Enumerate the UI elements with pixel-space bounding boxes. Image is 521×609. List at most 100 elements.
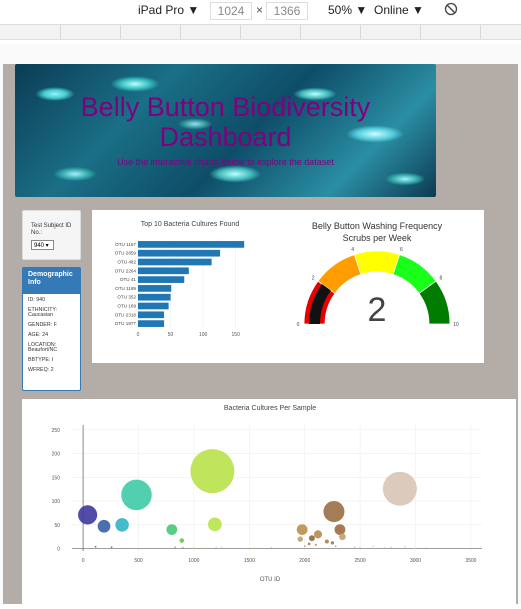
device-viewport: Belly Button Biodiversity Dashboard Use …: [0, 44, 521, 604]
subject-select-label: Test Subject ID No.:: [31, 223, 77, 237]
bubble-point: [314, 530, 322, 538]
bubble-point: [323, 501, 344, 522]
bubble-x-tick-label: 3500: [465, 558, 476, 564]
bubble-y-tick-label: 50: [54, 523, 60, 529]
gauge-tick-label: 6: [400, 247, 403, 253]
bubble-y-tick-label: 150: [52, 475, 61, 481]
bubble-point: [180, 538, 185, 543]
bar-category-label: OTU 2318: [115, 312, 137, 317]
bar-category-label: OTU 1167: [115, 242, 136, 247]
device-dropdown[interactable]: iPad Pro ▼: [138, 3, 199, 17]
demo-wfreq: WFREQ: 2: [28, 368, 75, 373]
bubble-point: [111, 546, 113, 548]
bar: [138, 311, 164, 318]
gauge-tick-label: 0: [297, 322, 300, 328]
bar: [138, 285, 171, 292]
bubble-chart[interactable]: Bacteria Cultures Per Sample OTU ID 0 50 1…: [22, 399, 516, 604]
header-banner: Belly Button Biodiversity Dashboard Use …: [15, 64, 436, 197]
title-line-2: Dashboard: [15, 122, 436, 152]
bar-x-tick-label: 100: [199, 332, 208, 338]
gauge-chart-card: Belly Button Washing Frequency Scrubs pe…: [280, 210, 484, 363]
demo-age: AGE: 24: [28, 333, 75, 338]
bar-chart-card: Top 10 Bacteria Cultures Found 0 50 100 150…: [92, 210, 280, 363]
bubble-point: [182, 547, 184, 549]
bubble-point: [384, 547, 386, 549]
bubble-point: [404, 546, 406, 548]
bubble-chart-title: Bacteria Cultures Per Sample: [224, 405, 316, 412]
bubble-point: [254, 547, 256, 549]
bubble-y-tick-label: 200: [52, 452, 61, 458]
bar: [138, 303, 169, 310]
width-input[interactable]: 1024: [210, 2, 252, 20]
gauge-tick-label: 2: [312, 276, 315, 282]
bubble-point: [304, 545, 306, 547]
bar-category-label: OTU 352: [117, 295, 136, 300]
network-dropdown[interactable]: Online ▼: [374, 3, 424, 17]
bubble-point: [339, 533, 346, 540]
bubble-x-tick-label: 1500: [244, 558, 255, 564]
demo-gender: GENDER: F: [28, 323, 75, 328]
bubble-x-tick-label: 2000: [299, 558, 310, 564]
bubble-point: [325, 539, 329, 543]
bar-category-label: OTU 41: [120, 277, 137, 282]
gauge-title-line-1: Belly Button Washing Frequency: [312, 221, 443, 231]
bar-category-label: OTU 2859: [115, 251, 137, 256]
bar-category-label: OTU 189: [117, 303, 136, 308]
height-input[interactable]: 1366: [266, 2, 308, 20]
bubble-point: [78, 505, 97, 524]
demo-ethnicity: ETHNICITY: Caucasian: [28, 308, 75, 318]
bubble-point: [309, 535, 315, 541]
bar: [138, 250, 220, 257]
bubble-y-tick-label: 250: [52, 428, 61, 434]
bar: [138, 241, 244, 248]
bar-category-label: OTU 2264: [115, 268, 137, 273]
bubble-point: [335, 524, 346, 535]
times-label: ×: [256, 3, 263, 17]
bubble-point: [115, 518, 129, 532]
bar-x-tick-label: 150: [232, 332, 241, 338]
bar: [138, 320, 164, 327]
subject-select[interactable]: 940 ▾: [31, 240, 54, 250]
gauge-band: [354, 251, 399, 275]
bubble-point: [335, 545, 337, 547]
bubble-y-tick-label: 100: [52, 499, 61, 505]
gauge-value-number: 2: [368, 291, 387, 329]
demo-location: LOCATION: Beaufort/NC: [28, 343, 75, 353]
bubble-point: [359, 547, 361, 549]
bubble-x-tick-label: 2500: [355, 558, 366, 564]
demo-id: ID: 940: [28, 298, 75, 303]
bar-chart[interactable]: Top 10 Bacteria Cultures Found 0 50 100 150…: [92, 210, 280, 363]
dashboard-page: Belly Button Biodiversity Dashboard Use …: [3, 64, 518, 604]
devtools-toolbar: iPad Pro ▼ 1024 × 1366 50% ▼ Online ▼: [0, 0, 521, 25]
bubble-x-tick-label: 3000: [410, 558, 421, 564]
bubble-point: [331, 541, 334, 544]
bubble-x-tick-label: 500: [134, 558, 143, 564]
page-subtitle: Use the interactive charts below to expl…: [15, 157, 436, 167]
bubble-point: [271, 547, 273, 549]
bar: [138, 259, 212, 266]
bubble-point: [193, 547, 195, 549]
bubble-point: [426, 547, 428, 549]
bubble-x-tick-label: 1000: [188, 558, 199, 564]
demo-bbtype: BBTYPE: I: [28, 358, 75, 363]
bar-x-tick-label: 0: [137, 332, 140, 338]
bar-category-label: OTU 1189: [115, 286, 136, 291]
device-ruler: [0, 25, 521, 40]
bubble-point: [121, 480, 152, 511]
rotate-icon[interactable]: [444, 2, 458, 19]
zoom-dropdown[interactable]: 50% ▼: [328, 3, 367, 17]
bubble-point: [98, 520, 111, 533]
bubble-x-axis-label: OTU ID: [260, 577, 281, 583]
bar: [138, 267, 189, 274]
bubble-point: [190, 449, 234, 493]
bar: [138, 276, 184, 283]
bar-category-label: OTU 1977: [115, 321, 137, 326]
bar: [138, 294, 171, 301]
bubble-point: [308, 543, 311, 546]
bubble-point: [174, 546, 176, 548]
bubble-point: [208, 517, 222, 531]
bubble-point: [215, 547, 217, 549]
bubble-point: [354, 546, 356, 548]
bubble-point: [373, 545, 375, 547]
gauge-chart[interactable]: Belly Button Washing Frequency Scrubs pe…: [280, 210, 484, 363]
